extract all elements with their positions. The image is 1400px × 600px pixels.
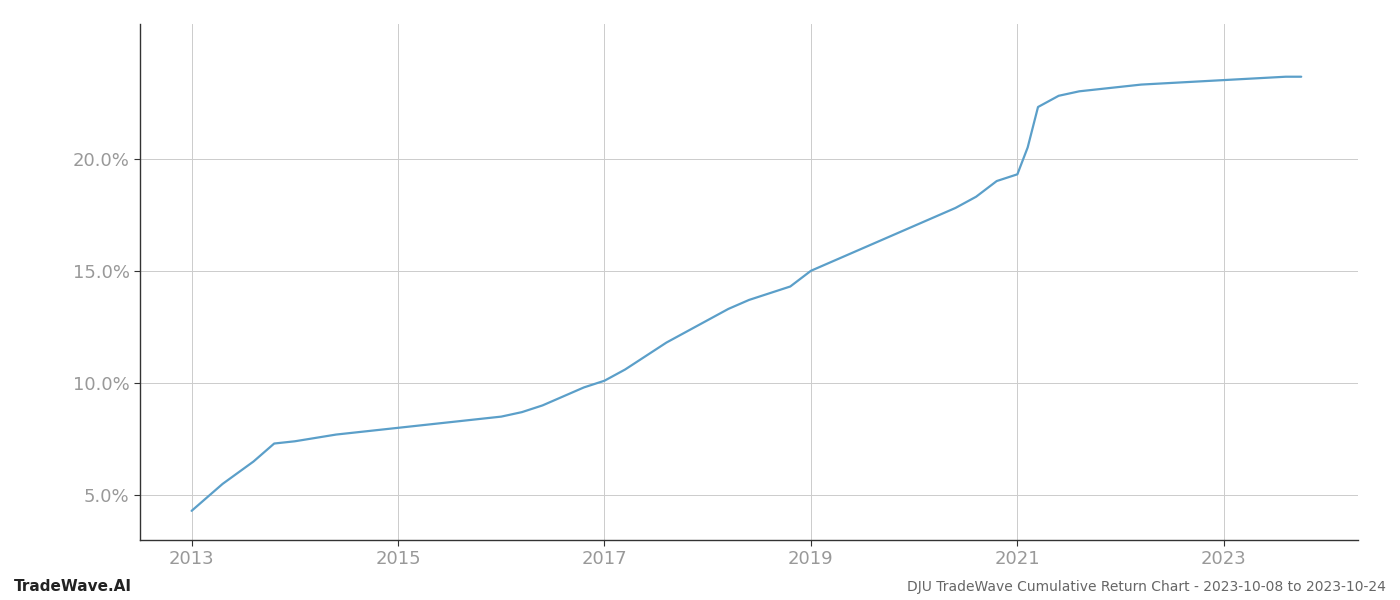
Text: TradeWave.AI: TradeWave.AI (14, 579, 132, 594)
Text: DJU TradeWave Cumulative Return Chart - 2023-10-08 to 2023-10-24: DJU TradeWave Cumulative Return Chart - … (907, 580, 1386, 594)
